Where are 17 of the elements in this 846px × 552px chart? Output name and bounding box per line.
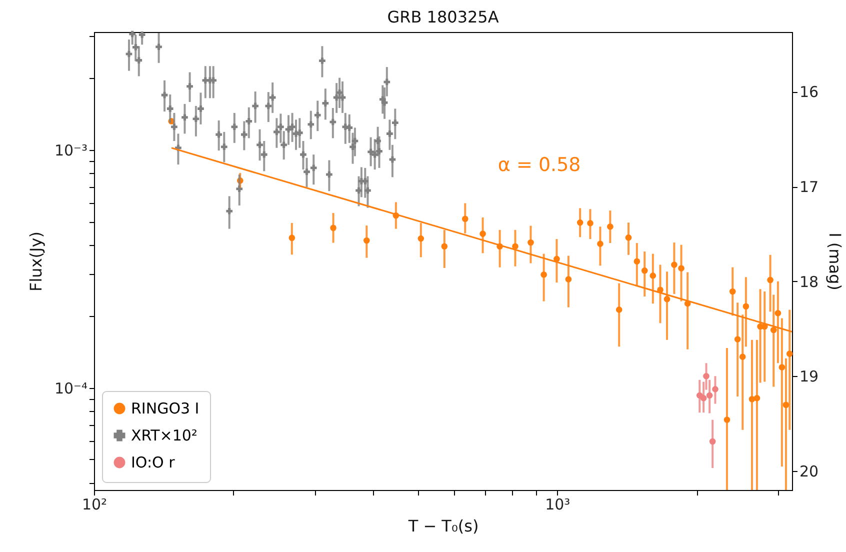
y2-tick-label: 16 [800,83,819,102]
legend-label: IO:O r [131,454,176,472]
x-axis-title: T − T₀(s) [407,516,479,536]
y2-tick-label: 18 [800,272,819,291]
legend-label: RINGO3 I [131,400,200,418]
y2-tick-label: 20 [800,462,819,481]
legend-label: XRT×10² [131,426,198,444]
y2-tick-label: 17 [800,178,819,196]
x-tick-label: 10² [82,496,108,514]
annotation: α = 0.58 [498,154,581,176]
y2-tick-label: 19 [800,368,819,386]
y-tick-label: 10⁻⁴ [54,379,88,398]
x-tick-label: 10³ [545,496,570,514]
y2-axis-title: I (mag) [826,232,845,290]
y-axis-title: Flux(Jy) [26,232,46,292]
chart-title: GRB 180325A [387,7,499,26]
y-tick-label: 10⁻³ [54,141,88,160]
